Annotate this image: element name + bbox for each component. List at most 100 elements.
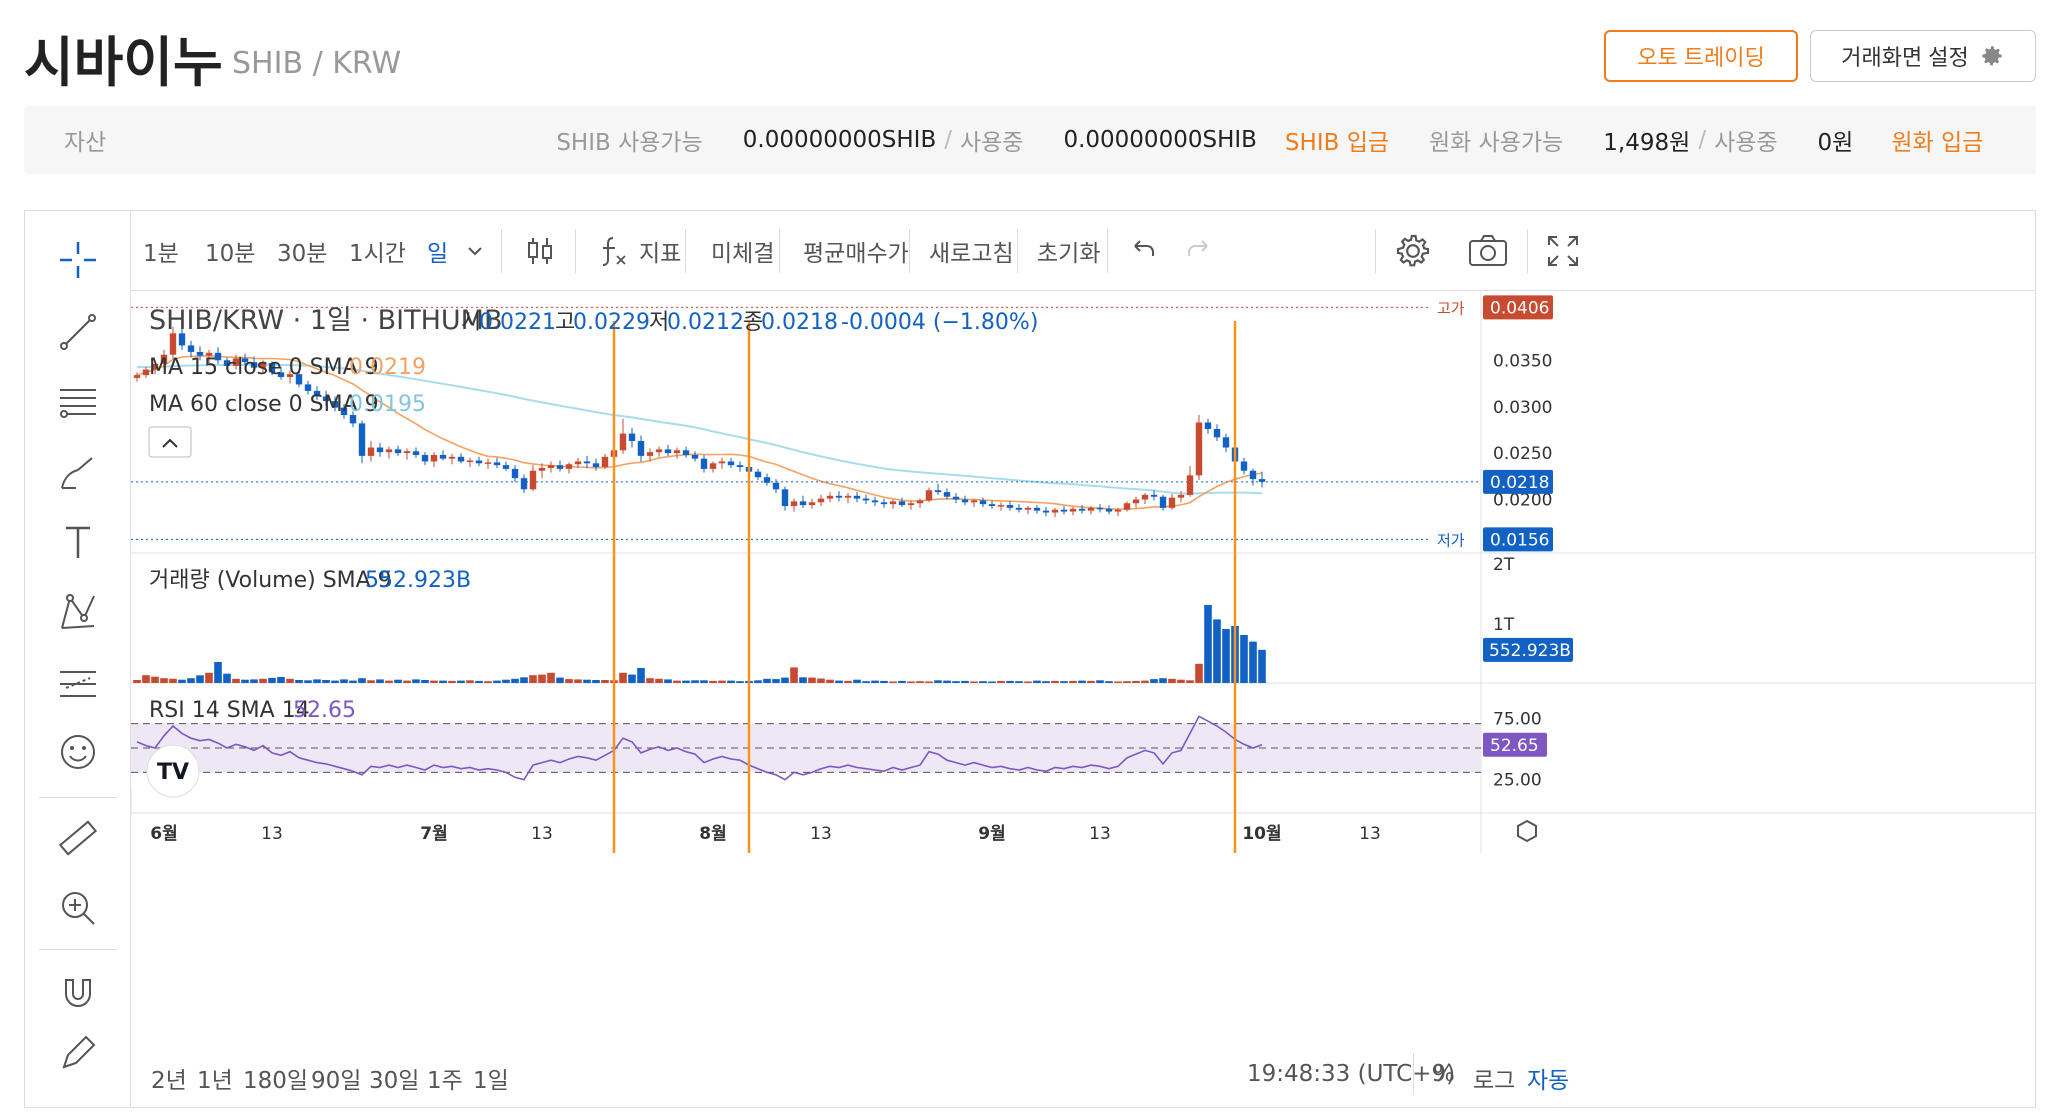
refresh-button[interactable]: 새로고침 [929, 241, 1014, 267]
indicators-label: 지표 [639, 241, 682, 267]
crosshair-tool[interactable] [53, 235, 103, 285]
forecast-tool[interactable] [53, 657, 103, 707]
snapshot-button[interactable] [1467, 233, 1509, 269]
zoom-tool[interactable] [53, 883, 103, 933]
undo-button[interactable] [1127, 233, 1157, 269]
brush-tool[interactable] [53, 447, 103, 497]
volume-bar [349, 680, 357, 683]
lock-drawings-tool[interactable] [53, 1033, 103, 1073]
interval-10m[interactable]: 10분 [205, 241, 256, 267]
legend-ma15-label: MA 15 close 0 SMA 9 [149, 355, 379, 380]
emoji-tool[interactable] [53, 727, 103, 777]
interval-1d[interactable]: 일 [427, 241, 449, 267]
pattern-tool[interactable] [53, 587, 103, 637]
tradingview-logo-text: TV [157, 760, 189, 785]
volume-bar [952, 681, 960, 683]
redo-button[interactable] [1185, 233, 1215, 269]
interval-1h[interactable]: 1시간 [349, 241, 406, 267]
chart-canvas[interactable]: TV 0.0350 0.0300 0.0250 0.0200 0.0406 0.0218 0… [131, 291, 2035, 1041]
interval-1m[interactable]: 1분 [143, 241, 179, 267]
candle [763, 477, 771, 483]
price-pane[interactable] [131, 306, 1481, 540]
axis-settings-icon[interactable] [1517, 819, 1537, 843]
volume-bar [232, 678, 240, 683]
candle [907, 503, 915, 506]
text-tool[interactable] [53, 517, 103, 567]
volume-bar [898, 680, 906, 683]
clock[interactable]: 19:48:33 (UTC+9) [1247, 1061, 1456, 1087]
fib-tool[interactable] [53, 377, 103, 427]
unfilled-orders-button[interactable]: 미체결 [711, 241, 775, 267]
auto-trading-button[interactable]: 오토 트레이딩 [1604, 30, 1798, 82]
candle [934, 490, 942, 493]
candle [916, 500, 924, 504]
range-180d[interactable]: 180일 [243, 1068, 309, 1094]
range-1d[interactable]: 1일 [473, 1068, 509, 1094]
drawing-toolbar [25, 211, 131, 1107]
screen-settings-button[interactable]: 거래화면 설정 [1810, 30, 2036, 82]
candle [1222, 437, 1230, 448]
legend-close-label: 종 [743, 310, 763, 335]
volume-bar [502, 679, 510, 683]
percent-scale-toggle[interactable]: % [1433, 1061, 1455, 1087]
range-1w[interactable]: 1주 [427, 1068, 463, 1094]
range-1y[interactable]: 1년 [197, 1068, 233, 1094]
volume-bar [286, 678, 294, 683]
candle [1015, 507, 1023, 510]
chart-type-button[interactable] [523, 233, 557, 269]
candlestick-icon [528, 238, 552, 264]
volume-bar [1069, 680, 1077, 683]
last-price-tag-value: 0.0218 [1490, 473, 1549, 493]
rsi-pane[interactable]: TV [131, 715, 1481, 798]
shib-deposit-link[interactable]: SHIB 입금 [1284, 130, 1390, 156]
legend-row: MA 15 close 0 SMA 90.0219 [149, 355, 426, 380]
candle [1141, 494, 1149, 500]
volume-bar [961, 680, 969, 683]
candle [322, 396, 330, 402]
chart-settings-button[interactable] [1393, 233, 1433, 269]
krw-in-use-value: 0원 [1817, 130, 1854, 156]
candle [871, 500, 879, 503]
krw-deposit-link[interactable]: 원화 입금 [1891, 130, 1984, 156]
volume-bar [799, 677, 807, 683]
log-scale-toggle[interactable]: 로그 [1473, 1068, 1516, 1094]
trend-line-tool[interactable] [53, 307, 103, 357]
measure-tool[interactable] [53, 813, 103, 863]
candle [718, 461, 726, 464]
candle [700, 458, 708, 469]
range-30d[interactable]: 30일 [369, 1068, 420, 1094]
interval-30m[interactable]: 30분 [277, 241, 328, 267]
legend-collapse-button[interactable] [148, 426, 192, 458]
volume-bar [457, 680, 465, 683]
range-90d[interactable]: 90일 [311, 1068, 362, 1094]
fullscreen-button[interactable] [1545, 233, 1581, 269]
auto-scale-toggle[interactable]: 자동 [1527, 1068, 1570, 1094]
candle [1033, 507, 1041, 511]
chevron-up-icon [162, 438, 178, 448]
volume-pane[interactable] [133, 605, 1266, 683]
magnet-tool[interactable] [53, 967, 103, 1017]
candle [1024, 507, 1032, 510]
volume-bar [907, 681, 915, 683]
divider [909, 229, 910, 273]
range-2y[interactable]: 2년 [151, 1068, 187, 1094]
candle [1168, 497, 1176, 508]
reset-button[interactable]: 초기화 [1037, 241, 1101, 267]
volume-bar [322, 680, 330, 683]
indicators-button[interactable]: 지표 [597, 233, 681, 269]
pattern-icon [61, 594, 95, 629]
volume-bar [160, 678, 168, 683]
volume-bar [1195, 663, 1203, 683]
volume-bar [313, 679, 321, 683]
candle [1060, 509, 1068, 512]
shib-in-use-label: 사용중 [959, 130, 1024, 156]
volume-bar [1078, 680, 1086, 683]
volume-bar [844, 680, 852, 683]
screen-settings-label: 거래화면 설정 [1841, 45, 1969, 70]
interval-dropdown[interactable] [465, 233, 485, 269]
volume-bar [988, 681, 996, 683]
avg-buy-price-button[interactable]: 평균매수가 [803, 241, 909, 267]
candle [376, 447, 384, 453]
volume-bar [430, 680, 438, 683]
